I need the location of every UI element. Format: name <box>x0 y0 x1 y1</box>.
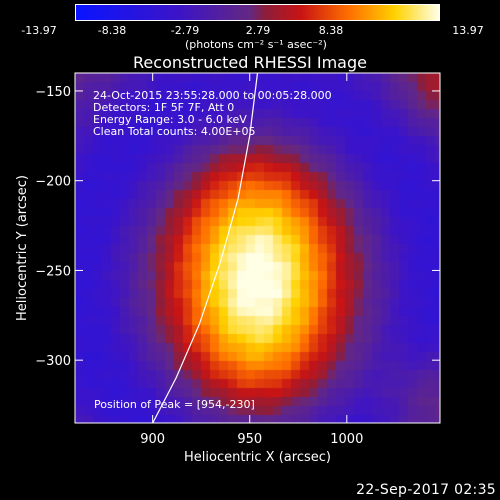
annotation-clean: Clean Total counts: 4.00E+05 <box>93 125 256 138</box>
colorbar-tick-label: 2.79 <box>245 24 271 37</box>
y-axis-label: Heliocentric Y (arcsec) <box>15 175 30 321</box>
y-tick-label: −300 <box>35 354 71 369</box>
annotation-time: 24-Oct-2015 23:55:28.000 to 00:05:28.000 <box>93 89 332 102</box>
x-tick-label: 1000 <box>330 432 363 447</box>
y-tick-label: −200 <box>35 175 71 190</box>
colorbar-units: (photons cm⁻² s⁻¹ asec⁻²) <box>185 38 327 51</box>
colorbar-tick-label: -2.79 <box>170 24 200 37</box>
footer-timestamp: 22-Sep-2017 02:35 <box>356 482 496 498</box>
heatmap-image <box>75 73 440 423</box>
y-tick-label: −250 <box>35 264 71 279</box>
colorbar <box>75 4 440 21</box>
x-axis-label: Heliocentric X (arcsec) <box>184 450 331 465</box>
annotation-detectors: Detectors: 1F 5F 7F, Att 0 <box>93 101 235 114</box>
x-tick-label: 900 <box>140 432 165 447</box>
plot-frame <box>74 72 441 424</box>
y-tick-label: −150 <box>35 85 71 100</box>
colorbar-tick-label: 13.97 <box>452 24 484 37</box>
x-tick-label: 950 <box>237 432 262 447</box>
peak-position-label: Position of Peak = [954,-230] <box>94 398 255 411</box>
annotation-energy: Energy Range: 3.0 - 6.0 keV <box>93 113 247 126</box>
colorbar-tick-label: 8.38 <box>318 24 344 37</box>
colorbar-tick-label: -13.97 <box>21 24 57 37</box>
colorbar-gradient <box>76 5 439 20</box>
colorbar-tick-label: -8.38 <box>97 24 127 37</box>
solar-limb-curve <box>152 73 259 423</box>
chart-title: Reconstructed RHESSI Image <box>133 53 367 72</box>
